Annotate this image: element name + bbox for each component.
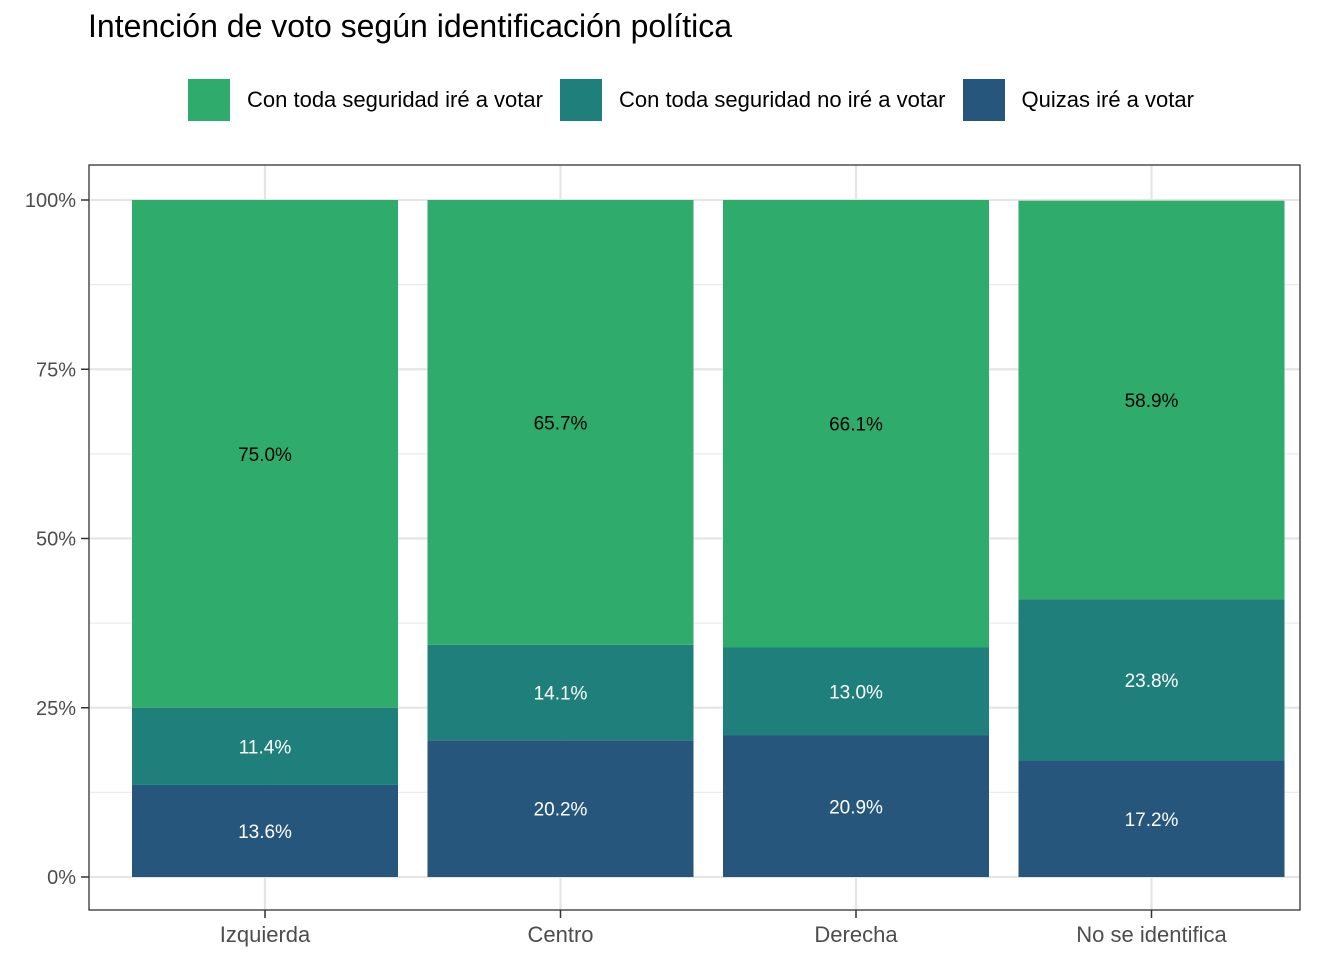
data-label: 66.1%	[829, 415, 883, 436]
data-label: 58.9%	[1125, 391, 1179, 412]
x-tick-label: Centro	[527, 922, 593, 947]
bar-segment	[723, 647, 989, 736]
bar-segment	[427, 644, 694, 741]
y-tick-label: 100%	[25, 190, 76, 212]
legend-label: Con toda seguridad iré a votar	[247, 87, 543, 112]
chart-title: Intención de voto según identificación p…	[88, 8, 732, 44]
bar-segment	[132, 784, 398, 877]
legend-item-seguro-no-votar: Con toda seguridad no iré a votar	[559, 79, 946, 121]
data-label: 11.4%	[239, 737, 292, 758]
legend-label: Quizas iré a votar	[1021, 87, 1194, 112]
data-label: 20.9%	[829, 797, 883, 818]
y-tick-label: 75%	[36, 359, 76, 381]
x-tick-label: Izquierda	[220, 922, 311, 947]
data-label: 13.6%	[238, 822, 292, 843]
bar-segment	[427, 740, 694, 877]
legend-swatch	[188, 79, 230, 121]
legend-swatch	[559, 79, 602, 121]
bar-segment	[1018, 200, 1285, 600]
x-tick-label: Derecha	[814, 922, 898, 947]
data-label: 23.8%	[1125, 671, 1179, 692]
data-label: 14.1%	[534, 684, 588, 705]
bar-segment	[1018, 599, 1285, 761]
data-label: 75.0%	[238, 445, 292, 466]
y-tick-label: 50%	[36, 529, 76, 551]
legend-item-seguro-votar: Con toda seguridad iré a votar	[188, 79, 543, 121]
data-label: 20.2%	[534, 800, 588, 821]
bar-segment	[723, 735, 989, 877]
data-label: 65.7%	[534, 413, 588, 434]
x-tick-label: No se identifica	[1076, 922, 1227, 947]
bar-segment	[132, 200, 398, 708]
chart-legend: Con toda seguridad iré a votar Con toda …	[188, 78, 1211, 122]
y-tick-label: 25%	[36, 698, 76, 720]
legend-label: Con toda seguridad no iré a votar	[618, 87, 946, 112]
y-tick-label: 0%	[47, 867, 76, 889]
bar-segment	[132, 707, 398, 785]
data-label: 13.0%	[829, 683, 883, 704]
bar-segment	[427, 200, 694, 645]
bar-segment	[1018, 760, 1285, 877]
legend-item-quizas-votar: Quizas iré a votar	[962, 79, 1194, 121]
legend-swatch	[962, 79, 1005, 121]
data-label: 17.2%	[1125, 810, 1179, 831]
bar-segment	[723, 200, 989, 648]
plot-border	[88, 164, 1301, 911]
